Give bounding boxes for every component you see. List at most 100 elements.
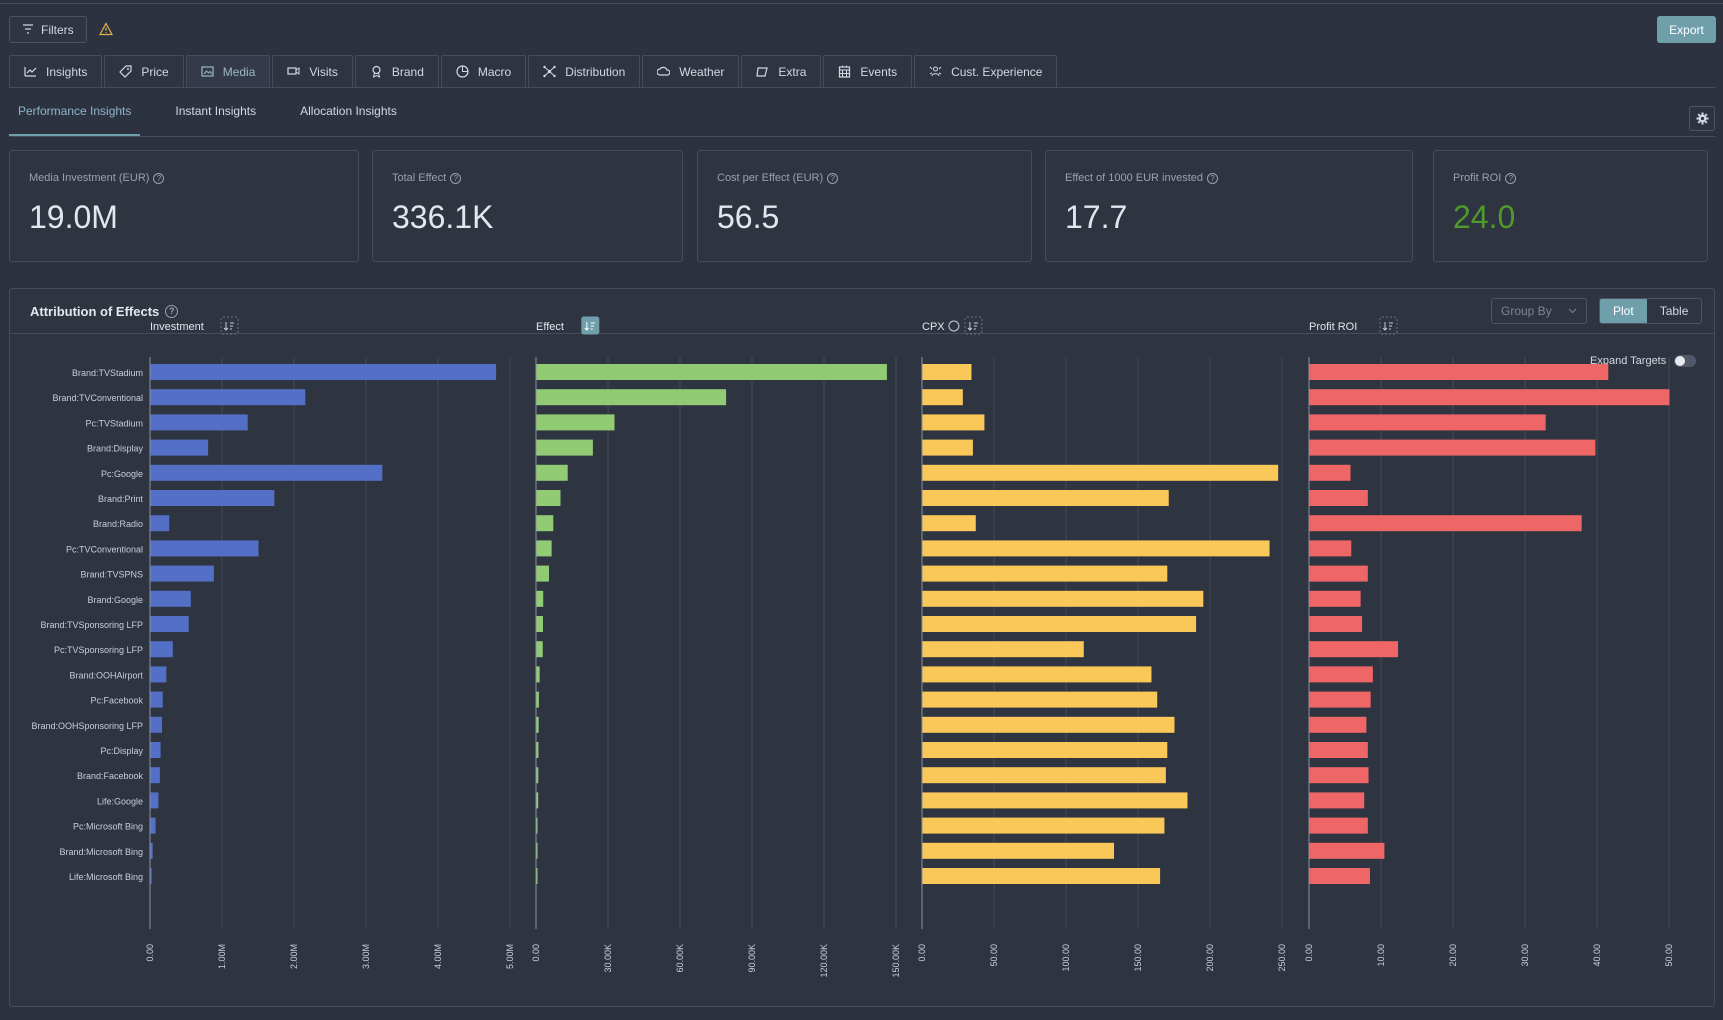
bar-investment[interactable] [150,540,259,557]
bar-investment[interactable] [150,691,163,708]
subtab-allocation-insights[interactable]: Allocation Insights [300,104,397,118]
bar-cpx[interactable] [922,364,972,380]
bar-investment[interactable] [150,439,209,456]
bar-profit-roi[interactable] [1309,540,1352,557]
sort-button[interactable] [220,316,239,335]
bar-investment[interactable] [150,868,152,884]
bar-profit-roi[interactable] [1309,792,1365,809]
bar-cpx[interactable] [922,666,1152,683]
group-by-select[interactable]: Group By [1491,298,1587,324]
bar-effect[interactable] [536,691,539,708]
filters-button[interactable]: Filters [9,16,87,43]
bar-cpx[interactable] [922,842,1115,859]
help-icon[interactable]: ? [165,305,179,318]
bar-cpx[interactable] [922,414,985,431]
bar-investment[interactable] [150,817,156,834]
bar-cpx[interactable] [922,691,1158,708]
bar-cpx[interactable] [922,742,1168,758]
bar-profit-roi[interactable] [1309,565,1368,582]
bar-effect[interactable] [536,817,538,834]
bar-effect[interactable] [536,868,538,884]
bar-investment[interactable] [150,792,159,809]
tab-macro[interactable]: Macro [440,55,527,87]
tab-weather[interactable]: Weather [642,55,740,87]
tab-cust-experience[interactable]: Cust. Experience [914,55,1058,87]
tab-extra[interactable]: Extra [741,55,822,87]
bar-cpx[interactable] [922,490,1169,506]
bar-effect[interactable] [536,641,543,658]
bar-cpx[interactable] [922,641,1084,658]
bar-cpx[interactable] [922,616,1197,632]
subtab-performance-insights[interactable]: Performance Insights [9,104,141,136]
plot-button[interactable]: Plot [1600,299,1647,323]
bar-profit-roi[interactable] [1309,515,1582,532]
bar-cpx[interactable] [922,590,1204,607]
bar-profit-roi[interactable] [1309,742,1368,758]
bar-investment[interactable] [150,767,160,784]
bar-profit-roi[interactable] [1309,590,1361,607]
bar-cpx[interactable] [922,565,1168,582]
bar-effect[interactable] [536,540,552,557]
bar-effect[interactable] [536,767,539,784]
bar-effect[interactable] [536,590,544,607]
bar-investment[interactable] [150,414,248,431]
bar-profit-roi[interactable] [1309,364,1609,380]
bar-cpx[interactable] [922,389,963,406]
tab-price[interactable]: Price [104,55,184,87]
sort-button[interactable] [581,316,600,335]
sort-button[interactable] [1379,316,1398,335]
tab-visits[interactable]: Visits [272,55,353,87]
tab-distribution[interactable]: Distribution [528,55,641,87]
bar-profit-roi[interactable] [1309,817,1368,834]
bar-profit-roi[interactable] [1309,439,1596,456]
bar-profit-roi[interactable] [1309,616,1363,632]
bar-cpx[interactable] [922,868,1161,884]
bar-cpx[interactable] [922,792,1188,809]
warning-icon[interactable] [99,22,113,36]
bar-cpx[interactable] [922,767,1166,784]
help-icon[interactable] [948,320,960,332]
bar-cpx[interactable] [922,439,973,456]
bar-investment[interactable] [150,490,275,506]
bar-effect[interactable] [536,565,549,582]
bar-effect[interactable] [536,666,540,683]
bar-investment[interactable] [150,641,173,658]
bar-effect[interactable] [536,716,539,733]
bar-investment[interactable] [150,716,163,733]
bar-profit-roi[interactable] [1309,490,1368,506]
bar-investment[interactable] [150,590,191,607]
bar-investment[interactable] [150,666,167,683]
bar-profit-roi[interactable] [1309,464,1351,481]
bar-effect[interactable] [536,490,561,506]
tab-media[interactable]: Media [185,55,271,87]
subtab-instant-insights[interactable]: Instant Insights [175,104,257,118]
bar-cpx[interactable] [922,817,1165,834]
settings-button[interactable] [1689,106,1715,131]
bar-investment[interactable] [150,842,153,859]
bar-effect[interactable] [536,464,568,481]
tab-events[interactable]: Events [823,55,913,87]
expand-targets-toggle[interactable] [1674,355,1697,367]
bar-effect[interactable] [536,842,538,859]
tab-brand[interactable]: Brand [354,55,439,87]
help-icon[interactable]: ? [153,172,165,184]
bar-profit-roi[interactable] [1309,691,1371,708]
bar-profit-roi[interactable] [1309,868,1370,884]
bar-investment[interactable] [150,515,170,532]
bar-cpx[interactable] [922,716,1175,733]
bar-investment[interactable] [150,742,161,758]
table-button[interactable]: Table [1659,304,1689,318]
bar-effect[interactable] [536,414,615,431]
tab-insights[interactable]: Insights [9,55,103,87]
bar-profit-roi[interactable] [1309,389,1670,406]
help-icon[interactable]: ? [1505,172,1517,184]
bar-effect[interactable] [536,616,543,632]
bar-cpx[interactable] [922,464,1279,481]
bar-effect[interactable] [536,389,727,406]
bar-profit-roi[interactable] [1309,641,1399,658]
sort-button[interactable] [964,316,983,335]
bar-profit-roi[interactable] [1309,666,1373,683]
bar-effect[interactable] [536,742,539,758]
bar-effect[interactable] [536,515,554,532]
bar-investment[interactable] [150,565,214,582]
